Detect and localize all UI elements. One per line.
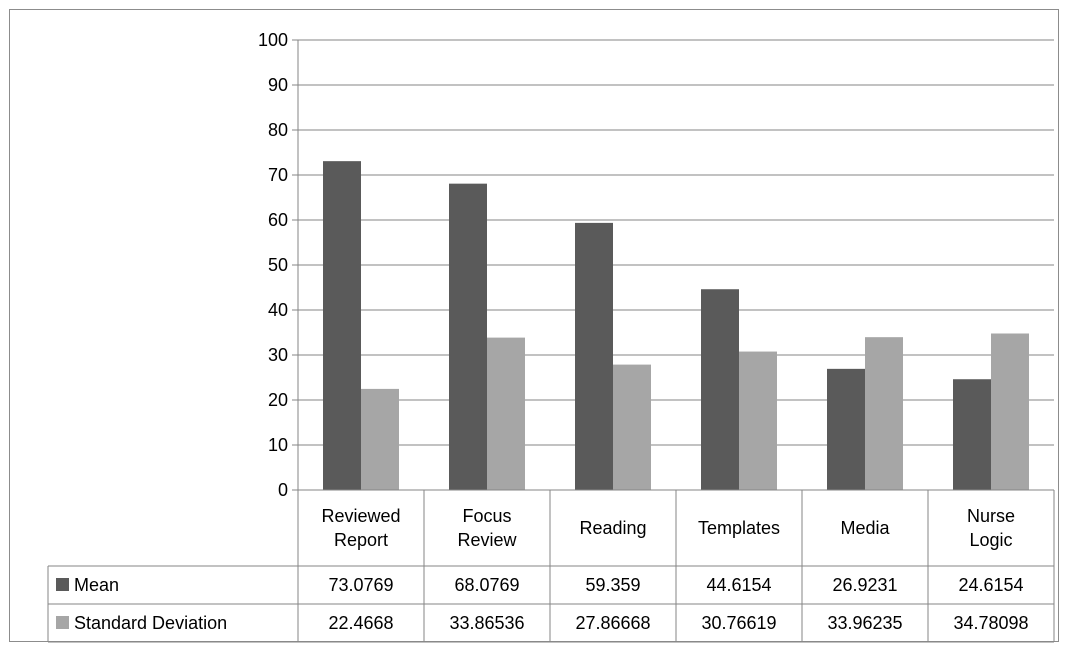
bar-mean [323,161,361,491]
data-table-value: 33.96235 [827,613,902,633]
chart-frame [9,9,1059,642]
category-label: Nurse [967,506,1015,526]
category-label: Media [840,518,890,538]
data-table-value: 73.0769 [328,575,393,595]
data-table-value: 59.359 [585,575,640,595]
bar-standard-deviation [865,337,903,490]
data-table-value: 26.9231 [832,575,897,595]
category-label: Reading [579,518,646,538]
legend-swatch-standard-deviation [56,616,69,629]
bar-standard-deviation [487,337,525,490]
category-label: Report [334,530,388,550]
y-tick-label: 70 [268,165,288,185]
bar-standard-deviation [613,364,651,490]
data-table-value: 33.86536 [449,613,524,633]
category-label: Focus [462,506,511,526]
y-tick-label: 40 [268,300,288,320]
data-table-value: 24.6154 [958,575,1023,595]
legend-label: Standard Deviation [74,613,227,633]
data-table-value: 27.86668 [575,613,650,633]
bar-mean [827,368,865,490]
y-tick-label: 0 [278,480,288,500]
y-tick-label: 90 [268,75,288,95]
category-label: Reviewed [321,506,400,526]
data-table-value: 44.6154 [706,575,771,595]
legend-label: Mean [74,575,119,595]
y-tick-label: 10 [268,435,288,455]
data-table-value: 22.4668 [328,613,393,633]
bar-mean [575,222,613,490]
y-tick-label: 60 [268,210,288,230]
y-tick-label: 80 [268,120,288,140]
y-tick-label: 100 [258,30,288,50]
bar-mean [953,379,991,490]
bar-standard-deviation [361,388,399,490]
data-table-value: 68.0769 [454,575,519,595]
y-tick-label: 30 [268,345,288,365]
bar-mean [449,183,487,491]
bar-mean [701,289,739,490]
bar-standard-deviation [739,351,777,490]
y-tick-label: 20 [268,390,288,410]
bar-standard-deviation [991,333,1029,490]
category-label: Review [457,530,517,550]
category-label: Templates [698,518,780,538]
data-table-value: 30.76619 [701,613,776,633]
category-label: Logic [969,530,1012,550]
y-tick-label: 50 [268,255,288,275]
data-table-value: 34.78098 [953,613,1028,633]
legend-swatch-mean [56,578,69,591]
